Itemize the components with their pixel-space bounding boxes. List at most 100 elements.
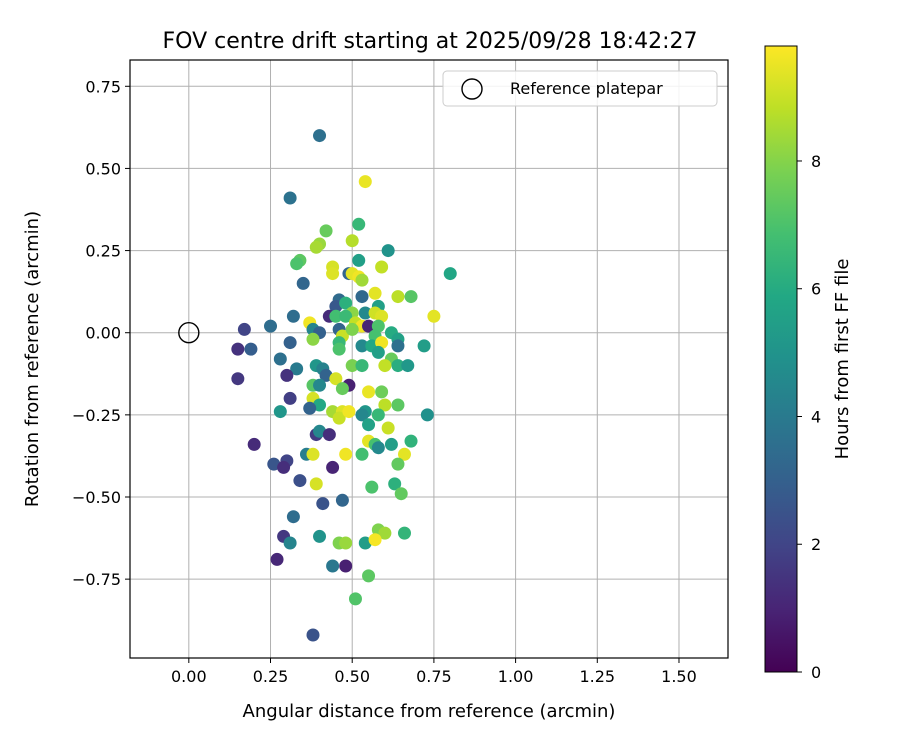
data-point [326,460,340,474]
data-point [355,447,369,461]
data-point [391,398,405,412]
colorbar-ticks: 0 2 4 6 8 [797,152,821,682]
x-axis-label: Angular distance from reference (arcmin) [243,701,616,722]
data-point [309,477,323,491]
data-point [365,480,379,494]
y-tick-label: 0.25 [85,242,121,261]
data-point [329,309,343,323]
colorbar-tick-label: 8 [811,152,821,171]
x-axis-ticks: 0.00 0.25 0.50 0.75 1.00 1.25 1.50 [171,658,697,686]
data-point [358,175,372,189]
y-tick-label: 0.00 [85,324,121,343]
data-point [388,477,402,491]
colorbar-label: Hours from first FF file [832,259,853,460]
data-point [237,322,251,336]
data-point [303,401,317,415]
colorbar-tick-label: 2 [811,535,821,554]
data-point [283,391,297,405]
data-point [371,319,385,333]
data-point [358,536,372,550]
data-point [273,352,287,366]
x-tick-label: 0.75 [416,667,452,686]
data-point [231,342,245,356]
data-point [316,497,330,511]
data-point [420,408,434,422]
data-point [319,224,333,238]
data-point [335,382,349,396]
data-point [329,299,343,313]
colorbar-gradient [764,45,798,673]
data-point [270,552,284,566]
y-tick-label: −0.25 [72,406,121,425]
data-point [326,559,340,573]
x-tick-label: 0.25 [253,667,289,686]
data-point [273,405,287,419]
data-point [404,290,418,304]
data-point [286,309,300,323]
data-point [417,339,431,353]
data-point [293,474,307,488]
data-point [355,339,369,353]
data-point [313,398,327,412]
data-point [362,569,376,583]
data-point [290,362,304,376]
x-tick-label: 1.50 [661,667,697,686]
data-point [362,385,376,399]
data-point [371,345,385,359]
data-point [394,487,408,501]
data-point [322,428,336,442]
data-point [355,273,369,287]
data-point [244,342,258,356]
colorbar-tick-label: 0 [811,663,821,682]
data-point [345,234,359,248]
colorbar: 0 2 4 6 8 Hours from first FF file [764,45,853,682]
x-tick-label: 0.00 [171,667,207,686]
data-point [378,359,392,373]
data-point [397,447,411,461]
data-point [391,339,405,353]
x-tick-label: 0.50 [334,667,370,686]
y-tick-label: 0.75 [85,77,121,96]
data-point [319,368,333,382]
data-point [378,526,392,540]
data-point [368,533,382,547]
data-point [355,408,369,422]
data-point [348,592,362,606]
data-point [443,267,457,281]
legend-label: Reference platepar [510,79,663,98]
reference-platepar-point [178,322,200,344]
data-point [332,342,346,356]
data-point [283,336,297,350]
data-point [313,529,327,543]
data-point [375,385,389,399]
data-point [313,378,327,392]
data-point [397,526,411,540]
data-point [283,536,297,550]
data-point [355,290,369,304]
data-point [358,306,372,320]
data-point [378,398,392,412]
data-point [381,244,395,258]
data-point [339,559,353,573]
legend: Reference platepar [442,70,718,107]
colorbar-tick-label: 4 [811,407,821,426]
data-point [267,457,281,471]
data-point [339,296,353,310]
x-tick-label: 1.25 [579,667,615,686]
data-point [264,319,278,333]
legend-box [442,70,718,107]
data-point [427,309,441,323]
data-point [313,424,327,438]
y-tick-label: −0.50 [72,488,121,507]
data-point [306,447,320,461]
plot-frame [129,59,729,659]
data-point [368,286,382,300]
data-point [381,421,395,435]
data-point [277,460,291,474]
data-point [309,240,323,254]
data-point [352,217,366,231]
data-point [306,332,320,346]
data-point [286,510,300,524]
data-point [339,536,353,550]
data-point [362,319,376,333]
